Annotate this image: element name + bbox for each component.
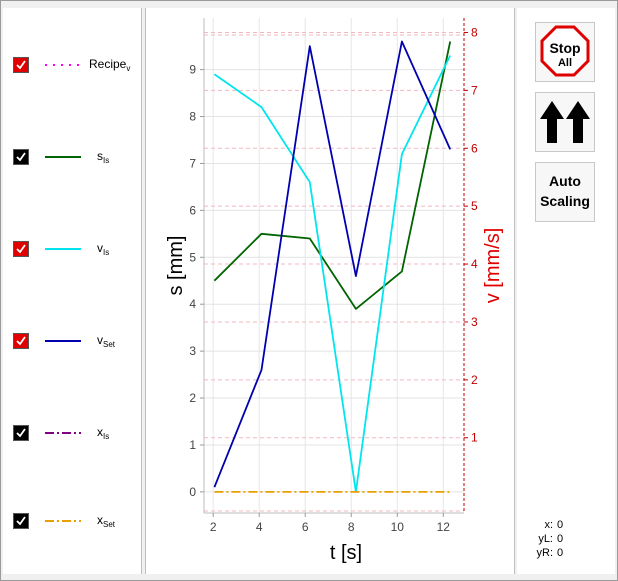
checkmark-icon — [16, 336, 26, 346]
legend-line-sample — [45, 340, 81, 342]
legend-line-sample — [45, 156, 81, 158]
legend-line-sample — [45, 432, 81, 434]
yl-tick-label: 3 — [189, 344, 196, 358]
legend-item: Recipev — [3, 54, 141, 78]
chart-panel: 2 4 6 8 10 12 0 1 2 3 4 5 6 7 8 9 1 2 3 4 5 6 7 8 t [s] s [mm] v [… — [145, 8, 515, 574]
legend-checkbox[interactable] — [13, 57, 29, 73]
legend-item: xSet — [3, 510, 141, 534]
checkmark-icon — [16, 60, 26, 70]
series-line-vIs — [213, 55, 452, 493]
legend-checkbox[interactable] — [13, 513, 29, 529]
series-line-vSet — [213, 40, 452, 488]
legend-line-sample — [45, 520, 81, 522]
yr-tick-label: 7 — [471, 83, 478, 97]
legend-label: vSet — [97, 333, 116, 349]
right-axis-title: v [mm/s] — [482, 228, 504, 304]
legend-checkbox[interactable] — [13, 241, 29, 257]
yl-tick-label: 9 — [189, 63, 196, 77]
legend-line-sample — [45, 64, 81, 66]
legend-item: xIs — [3, 422, 141, 446]
series-line-sIs — [213, 41, 452, 310]
stop-all-button[interactable]: Stop All — [535, 22, 595, 82]
move-up-button[interactable] — [535, 92, 595, 152]
yl-tick-label: 5 — [189, 250, 196, 264]
legend-item: vIs — [3, 238, 141, 262]
checkmark-icon — [16, 516, 26, 526]
x-tick-label: 8 — [348, 520, 355, 534]
legend-label: xSet — [97, 513, 116, 529]
readout-x: x: 0 — [544, 519, 564, 531]
checkmark-icon — [16, 152, 26, 162]
legend-item: vSet — [3, 330, 141, 354]
yl-tick-label: 7 — [189, 156, 196, 170]
readout-yr: yR: 0 — [536, 547, 564, 559]
legend-panel: Recipev sIs vIs vSet xIs xSet — [3, 8, 142, 574]
auto-scaling-button[interactable]: Auto Scaling — [535, 162, 595, 222]
yl-tick-label: 2 — [189, 391, 196, 405]
control-panel: Stop All Auto Scaling x: 0 yL: 0 yR: 0 — [517, 8, 615, 574]
x-tick-label: 2 — [210, 520, 217, 534]
cursor-readout: x: 0 yL: 0 yR: 0 — [527, 518, 607, 560]
x-tick-label: 12 — [437, 520, 451, 534]
checkmark-icon — [16, 428, 26, 438]
stop-sign-icon — [540, 25, 590, 77]
yr-tick-label: 3 — [471, 315, 478, 329]
legend-label: vIs — [97, 241, 110, 257]
yl-tick-label: 1 — [189, 438, 196, 452]
yr-tick-label: 2 — [471, 373, 478, 387]
yl-tick-label: 0 — [189, 485, 196, 499]
x-tick-label: 10 — [391, 520, 405, 534]
yl-tick-label: 8 — [189, 110, 196, 124]
scaling-label: Scaling — [540, 193, 590, 209]
legend-checkbox[interactable] — [13, 333, 29, 349]
double-arrow-up-icon — [540, 101, 590, 143]
x-tick-label: 4 — [256, 520, 263, 534]
checkmark-icon — [16, 244, 26, 254]
left-axis-title: s [mm] — [165, 236, 187, 296]
yl-tick-label: 4 — [189, 297, 196, 311]
stop-sub-label: All — [557, 57, 573, 69]
yr-tick-label: 4 — [471, 257, 478, 271]
legend-label: xIs — [97, 425, 110, 441]
yr-tick-label: 8 — [471, 25, 478, 39]
auto-label: Auto — [549, 173, 581, 189]
stop-label: Stop — [549, 40, 581, 56]
plot-background — [204, 18, 464, 513]
yl-tick-label: 6 — [189, 203, 196, 217]
legend-label: Recipev — [89, 57, 131, 73]
yr-tick-label: 5 — [471, 199, 478, 213]
readout-yl: yL: 0 — [538, 533, 564, 545]
yr-tick-label: 1 — [471, 431, 478, 445]
x-axis-title: t [s] — [330, 542, 362, 564]
legend-item: sIs — [3, 146, 141, 170]
legend-checkbox[interactable] — [13, 149, 29, 165]
yr-tick-label: 6 — [471, 141, 478, 155]
legend-checkbox[interactable] — [13, 425, 29, 441]
legend-line-sample — [45, 248, 81, 250]
x-tick-label: 6 — [302, 520, 309, 534]
legend-label: sIs — [97, 149, 110, 165]
